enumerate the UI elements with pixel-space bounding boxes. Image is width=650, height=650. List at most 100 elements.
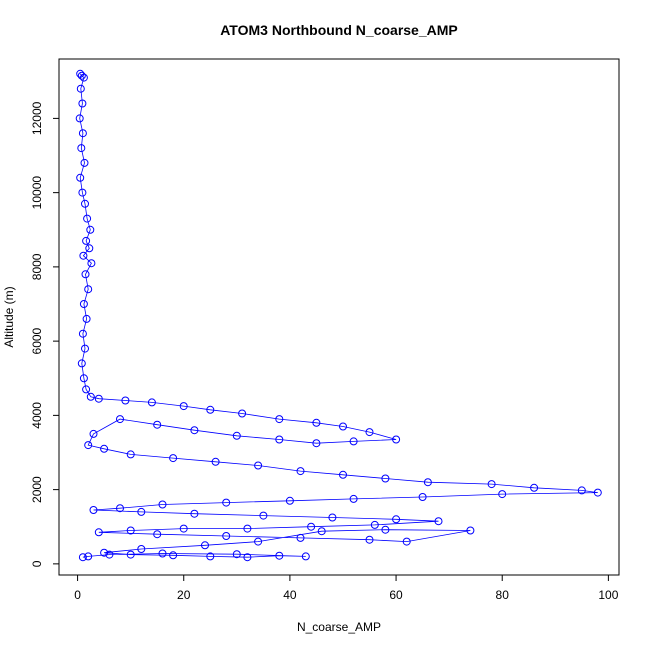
data-point (254, 461, 263, 470)
data-point (179, 402, 188, 411)
data-point (530, 483, 539, 492)
data-point (84, 441, 93, 450)
data-point (87, 259, 96, 268)
data-point (392, 435, 401, 444)
data-point (238, 409, 247, 418)
data-points (75, 69, 602, 562)
data-point (84, 552, 93, 561)
data-point (153, 420, 162, 429)
data-point (79, 300, 88, 308)
data-point (498, 490, 507, 499)
data-point (76, 173, 85, 182)
data-point (78, 188, 87, 197)
data-point (296, 533, 305, 542)
data-point (466, 526, 475, 535)
data-point (169, 454, 178, 463)
data-point (76, 84, 85, 93)
data-point (77, 144, 86, 153)
x-tick-label: 40 (283, 588, 297, 602)
data-point (339, 470, 347, 479)
data-point (339, 422, 347, 431)
data-point (190, 426, 199, 435)
data-point (137, 507, 146, 516)
x-tick-label: 100 (598, 588, 618, 602)
data-point (85, 244, 94, 253)
data-point (201, 541, 209, 550)
data-point (80, 158, 89, 167)
data-point (77, 71, 86, 80)
y-axis: 0 2000 4000 6000 8000 10000 12000 (30, 101, 59, 567)
y-tick-label: 4000 (30, 402, 44, 429)
data-point (86, 225, 95, 234)
data-point (243, 553, 252, 562)
data-point (370, 520, 379, 529)
data-point (81, 344, 89, 353)
data-point (94, 528, 103, 537)
data-point (82, 314, 91, 323)
plot-frame (58, 58, 620, 576)
data-point (349, 494, 358, 503)
data-point (84, 285, 93, 294)
data-point (593, 488, 602, 497)
data-point (126, 550, 135, 559)
data-point (158, 500, 167, 509)
data-point (78, 553, 87, 562)
data-point (275, 415, 284, 424)
data-point (158, 549, 167, 558)
data-point (79, 73, 88, 82)
x-axis-label: N_coarse_AMP (297, 620, 381, 634)
data-point (79, 374, 88, 383)
data-point (77, 359, 86, 368)
data-point (211, 457, 220, 466)
y-tick-label: 10000 (30, 176, 44, 210)
x-tick-label: 0 (74, 588, 81, 602)
data-point (381, 474, 390, 483)
data-point (94, 394, 103, 403)
data-point (78, 99, 87, 108)
data-point (487, 480, 496, 489)
data-point (222, 498, 231, 507)
data-point (83, 214, 92, 223)
data-point (365, 535, 374, 544)
data-point (82, 236, 91, 245)
data-point (179, 524, 188, 533)
chart-title: ATOM3 Northbound N_coarse_AMP (220, 22, 458, 38)
data-point (100, 548, 109, 557)
data-point (78, 329, 87, 338)
data-point (285, 496, 294, 505)
data-point (206, 405, 215, 414)
data-point (402, 537, 411, 546)
data-point (79, 251, 88, 260)
data-point (307, 522, 316, 531)
y-tick-label: 6000 (30, 327, 44, 354)
x-tick-label: 60 (389, 588, 403, 602)
data-point (243, 524, 252, 533)
data-point (82, 385, 91, 394)
y-tick-label: 2000 (30, 476, 44, 503)
data-point (275, 435, 284, 444)
data-point (126, 450, 135, 459)
data-point (301, 552, 310, 561)
x-tick-label: 20 (177, 588, 191, 602)
data-point (206, 552, 215, 561)
data-point (312, 418, 321, 427)
data-point (577, 486, 586, 495)
data-point (137, 545, 146, 553)
data-point (349, 437, 358, 446)
series-line (79, 73, 598, 558)
data-point (418, 493, 427, 501)
x-axis: 0 20 40 60 80 100 (74, 575, 619, 602)
data-point (116, 415, 124, 424)
data-point (100, 444, 109, 453)
data-point (434, 517, 443, 526)
data-point (116, 504, 124, 513)
data-point (169, 551, 178, 560)
data-point (381, 525, 390, 534)
data-point (89, 429, 98, 438)
data-point (121, 396, 130, 405)
data-point (259, 511, 268, 520)
y-tick-label: 8000 (30, 253, 44, 280)
data-point (190, 509, 199, 518)
data-point (232, 431, 241, 440)
